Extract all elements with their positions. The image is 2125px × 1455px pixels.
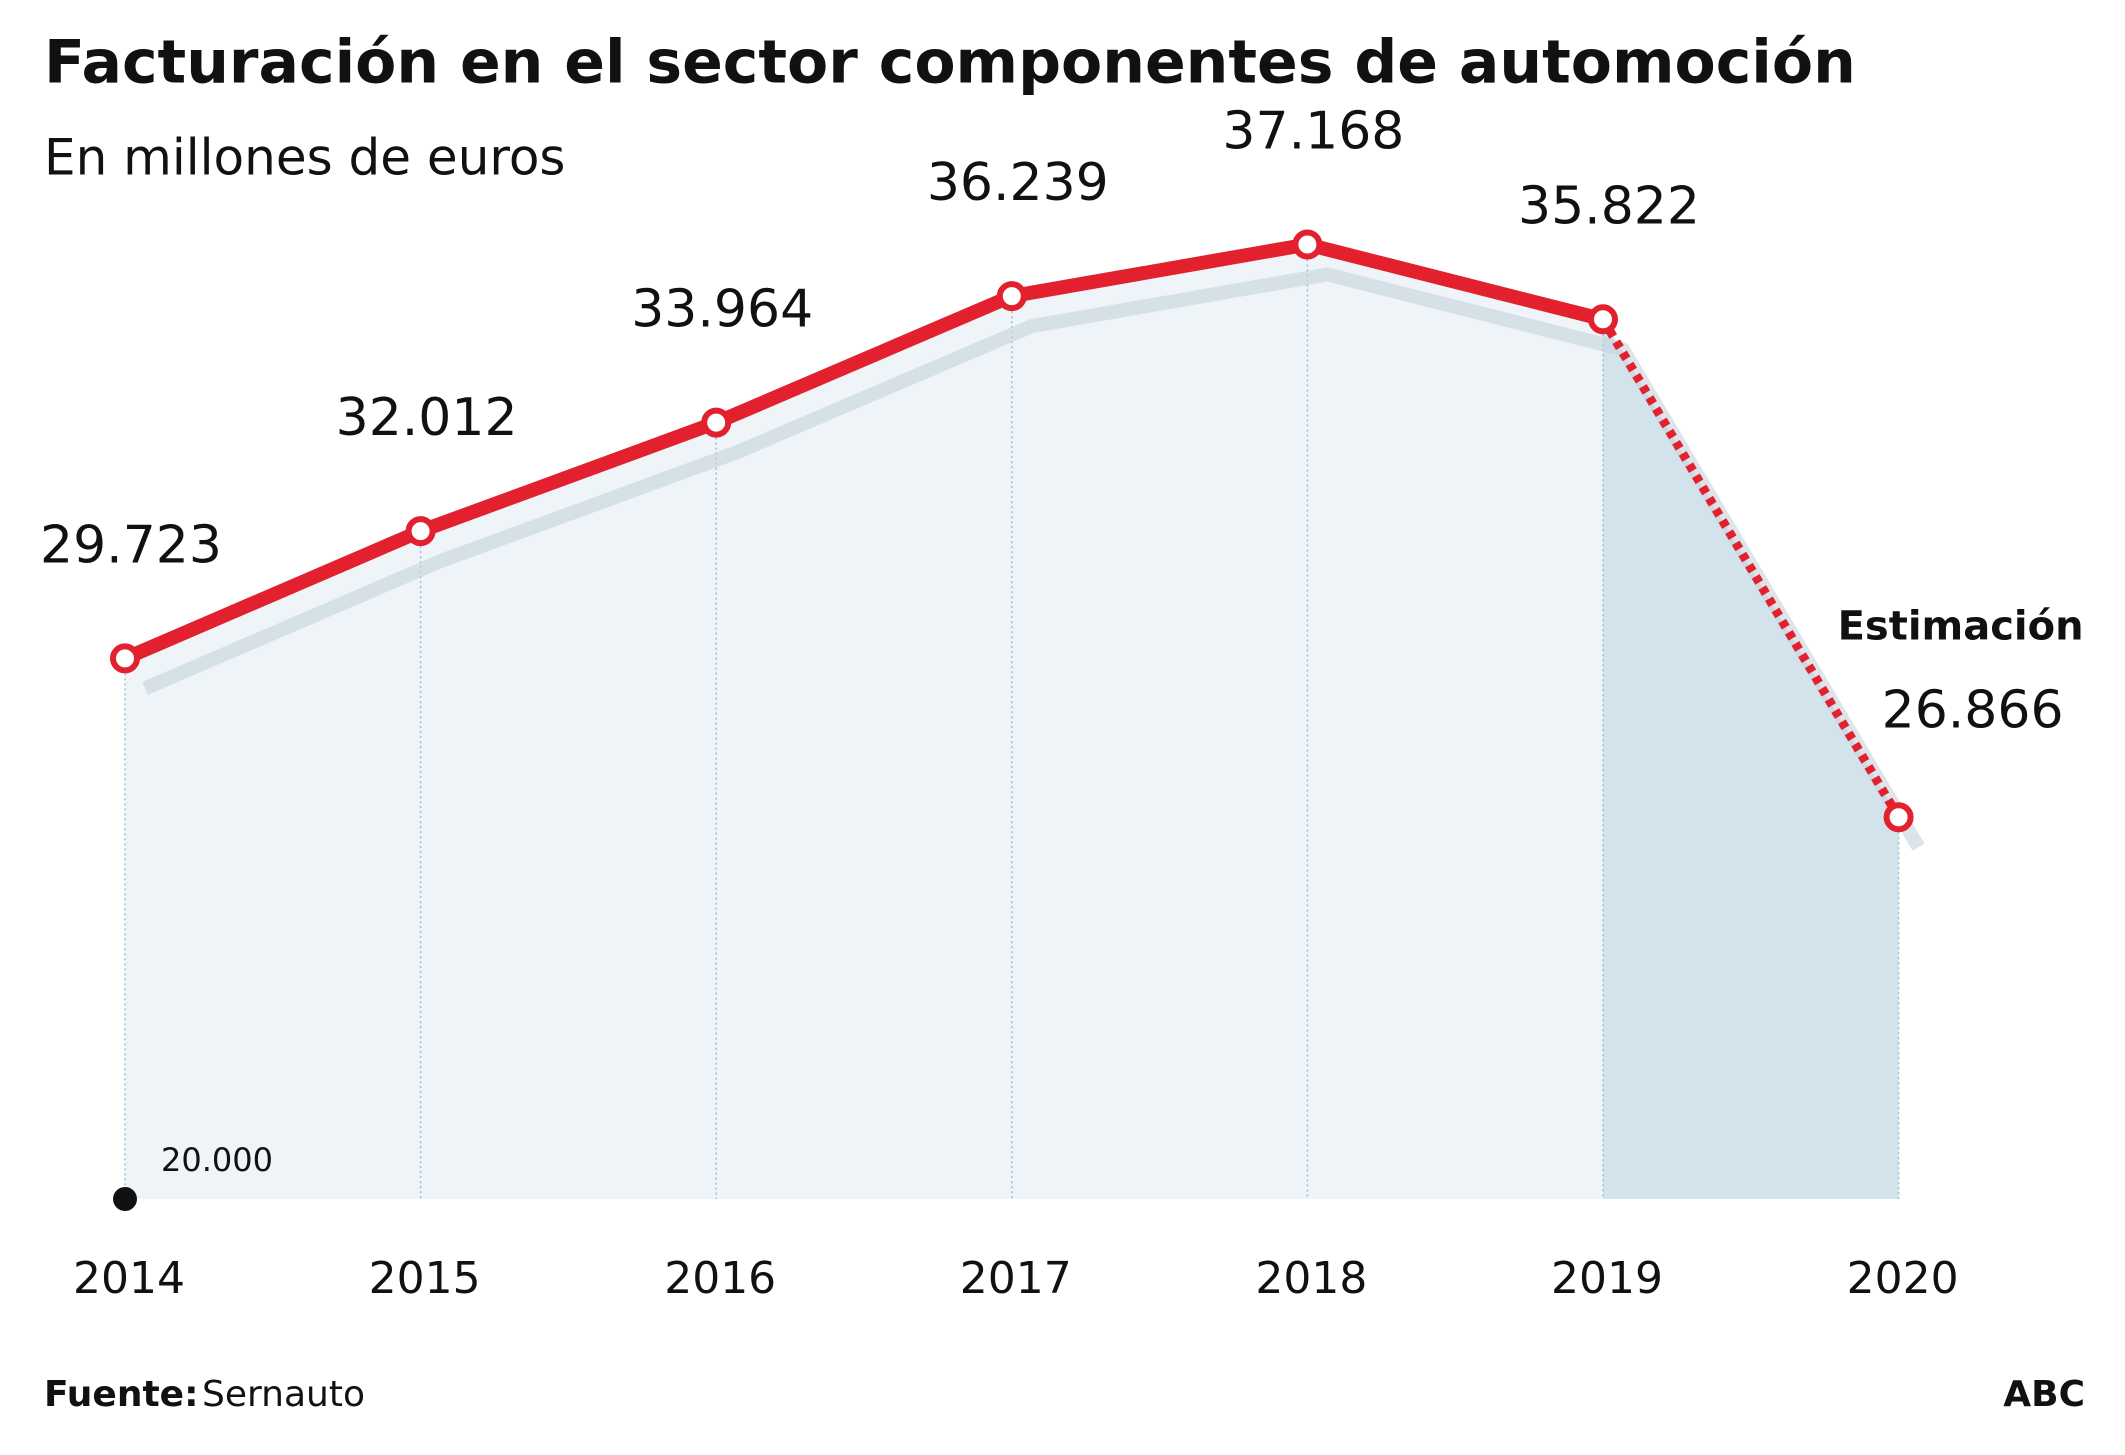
line-estimate — [1599, 316, 1903, 820]
value-label: 37.168 — [1222, 101, 1404, 161]
line-shadow — [142, 267, 1925, 851]
point — [1883, 802, 1914, 833]
area-segment — [1011, 244, 1308, 1199]
chart-title: Facturación en el sector componentes de … — [44, 28, 1856, 98]
point — [1588, 304, 1618, 335]
area-segment — [1603, 319, 1899, 1199]
x-tick-label: 2019 — [1551, 1253, 1663, 1304]
value-label: 32.012 — [336, 388, 518, 448]
point — [1292, 229, 1323, 260]
value-label: 33.964 — [631, 280, 813, 340]
x-tick-label: 2016 — [664, 1253, 776, 1304]
point — [996, 281, 1027, 312]
line-solid — [122, 237, 1605, 665]
x-tick-label: 2020 — [1847, 1253, 1959, 1304]
source: Sernauto — [202, 1374, 365, 1415]
point — [701, 407, 732, 438]
area-segment — [716, 296, 1012, 1200]
x-tick-label: 2015 — [369, 1253, 481, 1304]
area-segment — [1307, 244, 1603, 1199]
y-tick-label: 20.000 — [161, 1141, 273, 1179]
value-label: 35.822 — [1518, 176, 1700, 236]
point — [405, 516, 436, 547]
source-label: Fuente: — [44, 1374, 199, 1415]
value-label: 36.239 — [927, 153, 1109, 213]
x-tick-label: 2017 — [960, 1253, 1072, 1304]
credit: ABC — [2003, 1374, 2085, 1415]
area-segment — [125, 531, 421, 1199]
point — [110, 643, 140, 674]
y-tick-mark — [113, 1187, 137, 1211]
x-tick-label: 2014 — [73, 1253, 185, 1304]
chart-subtitle: En millones de euros — [44, 129, 565, 187]
x-tick-label: 2018 — [1255, 1253, 1367, 1304]
area-segment — [420, 422, 717, 1200]
value-label: 29.723 — [40, 515, 222, 575]
value-label: 26.866 — [1882, 680, 2064, 740]
annotation: Estimación — [1838, 603, 2084, 649]
